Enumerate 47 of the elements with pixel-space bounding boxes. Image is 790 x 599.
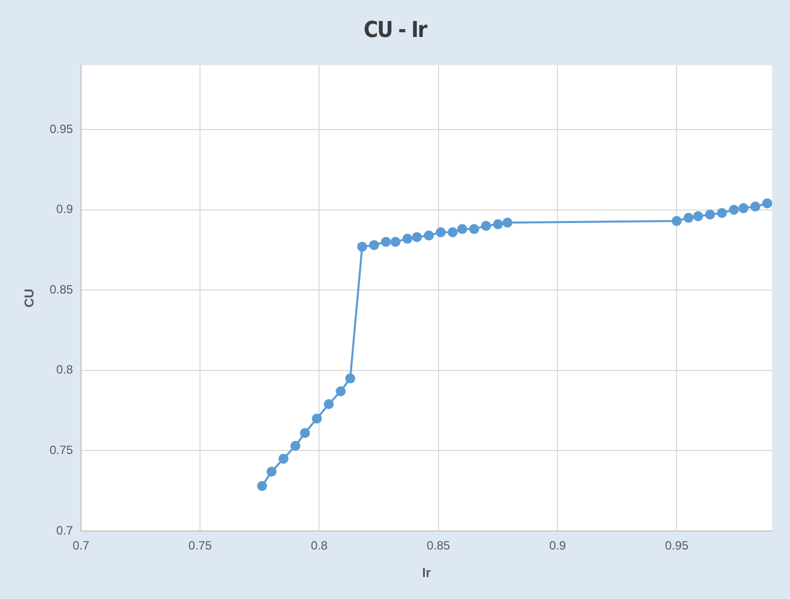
- point: [324, 399, 334, 410]
- point: [750, 202, 760, 212]
- point: [290, 440, 300, 451]
- x-tick-label: 0.9: [549, 538, 566, 553]
- point: [312, 414, 322, 424]
- point: [278, 454, 289, 464]
- point: [257, 481, 268, 492]
- y-tick-label: 0.9: [56, 202, 74, 216]
- point: [469, 224, 480, 234]
- point: [369, 240, 380, 250]
- y-tick-label: 0.75: [50, 443, 74, 457]
- point: [424, 230, 434, 240]
- point: [684, 212, 694, 223]
- x-axis-title: Ir: [422, 564, 431, 580]
- point: [738, 203, 748, 214]
- point: [357, 242, 368, 252]
- y-tick-label: 0.8: [56, 362, 74, 377]
- x-tick-label: 0.8: [310, 538, 328, 553]
- x-tick-label: 0.7: [72, 538, 90, 553]
- point: [345, 373, 356, 384]
- point: [390, 236, 400, 247]
- x-tick-label: 0.85: [426, 538, 450, 553]
- x-tick-label: 0.75: [188, 538, 212, 553]
- point: [705, 210, 716, 220]
- point: [492, 219, 503, 230]
- point: [672, 216, 682, 226]
- point: [457, 224, 468, 234]
- point: [448, 227, 458, 238]
- point: [380, 236, 391, 247]
- point: [762, 198, 772, 208]
- point: [693, 211, 704, 222]
- point: [336, 386, 346, 396]
- point: [412, 232, 422, 242]
- point: [300, 428, 310, 438]
- point: [266, 466, 277, 477]
- point: [502, 218, 512, 228]
- point: [436, 227, 446, 238]
- point: [716, 208, 727, 218]
- y-tick-label: 0.7: [56, 523, 74, 538]
- y-axis-title: CU: [21, 288, 36, 308]
- x-tick-label: 0.95: [665, 538, 689, 553]
- point: [481, 220, 492, 231]
- chart-title: CU - Ir: [362, 18, 428, 43]
- y-tick-label: 0.95: [50, 122, 74, 136]
- y-tick-label: 0.85: [50, 282, 74, 296]
- point: [728, 204, 739, 215]
- point: [402, 234, 412, 244]
